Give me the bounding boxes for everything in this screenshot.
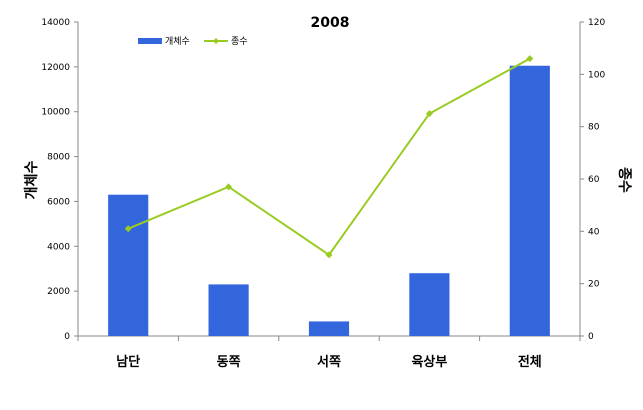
y-right-tick-label: 100 — [588, 70, 605, 80]
y-left-tick-label: 4000 — [47, 242, 70, 252]
y-right-tick-label: 80 — [588, 123, 600, 133]
line-point — [124, 225, 132, 233]
legend: 개체수 종수 — [138, 36, 248, 47]
line-point — [325, 251, 333, 259]
bar — [509, 65, 550, 336]
y-left-tick-label: 2000 — [47, 287, 70, 297]
chart-title: 2008 — [311, 15, 350, 31]
y-left-tick-label: 6000 — [47, 197, 70, 207]
legend-label-line: 종수 — [231, 36, 248, 47]
y-left-tick-label: 0 — [64, 332, 70, 342]
x-tick-label: 남단 — [116, 354, 140, 370]
bar — [108, 194, 149, 336]
line-point — [425, 110, 433, 118]
y-left-tick-label: 12000 — [41, 63, 70, 73]
line-point — [526, 55, 534, 63]
y-axis-left-title: 개체수 — [24, 161, 40, 200]
x-tick-label: 육상부 — [411, 354, 447, 370]
y-right-tick-label: 40 — [588, 227, 600, 237]
y-right-tick-label: 60 — [588, 175, 600, 185]
bar — [308, 321, 350, 336]
legend-swatch-marker — [213, 38, 219, 44]
tick-labels: 0 2000 4000 6000 8000 10000 12000 14000 0 20 40 60 8… — [41, 18, 605, 370]
series-line — [127, 57, 531, 257]
legend-swatch-bar — [138, 38, 162, 44]
y-left-tick-label: 14000 — [41, 18, 70, 28]
y-left-tick-label: 10000 — [41, 108, 70, 118]
y-axis-right-title: 종수 — [616, 167, 632, 193]
y-right-tick-label: 0 — [588, 332, 594, 342]
legend-label-bar: 개체수 — [165, 36, 190, 47]
y-right-tick-label: 120 — [588, 18, 605, 28]
x-tick-label: 전체 — [518, 354, 542, 370]
x-tick-label: 동쪽 — [217, 355, 241, 370]
line-series — [124, 55, 534, 259]
bar — [409, 273, 450, 336]
line-point — [225, 183, 233, 191]
y-right-tick-label: 20 — [588, 280, 600, 290]
x-tick-label: 서쪽 — [317, 355, 341, 370]
bars — [108, 65, 550, 336]
bar — [208, 284, 249, 336]
y-left-tick-label: 8000 — [47, 153, 70, 163]
